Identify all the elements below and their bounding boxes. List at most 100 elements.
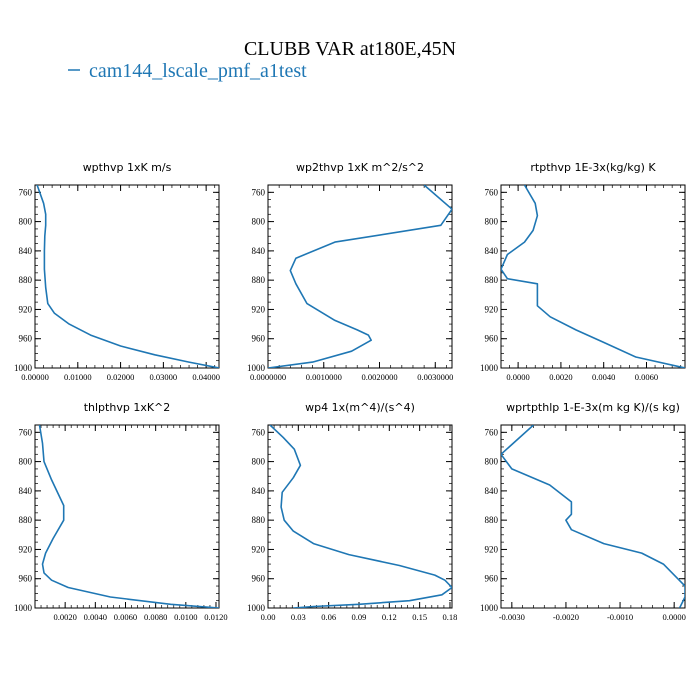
y-tick-label: 1000 [480,363,499,373]
y-tick-label: 920 [19,304,33,314]
x-tick-label: 0.09 [352,612,367,622]
subplot: wprtpthlp 1-E-3x(m kg K)/(s kg) -0.0030 -0… [480,401,686,622]
y-tick-label: 960 [19,574,33,584]
y-tick-label: 760 [252,427,266,437]
y-tick-label: 880 [19,515,33,525]
x-tick-label: 0.0020 [549,372,572,382]
y-tick-label: 800 [485,217,499,227]
y-tick-label: 880 [252,275,266,285]
y-tick-label: 880 [485,515,499,525]
y-tick-label: 920 [252,304,266,314]
series-line [269,425,452,608]
x-tick-label: 0.00 [261,612,276,622]
y-tick-label: 1000 [247,363,266,373]
x-tick-label: 0.0060 [635,372,658,382]
x-tick-label: 0.04000 [192,372,220,382]
x-tick-label: -0.0030 [499,612,525,622]
x-tick-label: 0.0040 [592,372,615,382]
x-tick-label: 0.02000 [107,372,135,382]
y-tick-label: 960 [252,574,266,584]
plot-frame [267,184,453,369]
x-tick-label: 0.0040 [84,612,107,622]
subplot: wp2thvp 1xK m^2/s^2 0.0000000 0.0010000 0.0… [247,161,453,382]
y-tick-label: 880 [19,275,33,285]
y-tick-label: 880 [485,275,499,285]
x-tick-label: 0.0120 [204,612,227,622]
x-tick-label: 0.03 [291,612,306,622]
plot-frame [34,424,220,609]
y-tick-label: 840 [252,486,266,496]
y-tick-label: 920 [19,544,33,554]
x-tick-label: 0.0020 [53,612,76,622]
subplot: wp4 1x(m^4)/(s^4) 0.00 0.03 0.06 0.09 0.12 0.1… [247,401,457,622]
x-tick-label: 0.06 [321,612,336,622]
y-tick-label: 800 [252,457,266,467]
series-line [36,185,219,368]
y-tick-label: 840 [252,246,266,256]
x-tick-label: 0.18 [443,612,458,622]
x-tick-label: -0.0020 [553,612,579,622]
y-tick-label: 920 [485,304,499,314]
x-tick-label: 0.03000 [150,372,178,382]
x-tick-label: 0.0060 [114,612,137,622]
series-line [501,185,685,368]
y-tick-label: 880 [252,515,266,525]
y-tick-label: 800 [19,217,33,227]
plot-frame [500,424,686,609]
x-tick-label: 0.0000000 [250,372,286,382]
y-tick-label: 840 [485,246,499,256]
y-tick-label: 760 [252,187,266,197]
x-tick-label: 0.0000 [506,372,529,382]
y-tick-label: 800 [485,457,499,467]
y-tick-label: 960 [485,334,499,344]
y-tick-label: 760 [485,427,499,437]
plot-frame [500,184,686,369]
y-tick-label: 760 [19,187,33,197]
figure-title: CLUBB VAR at180E,45N [244,38,456,60]
y-tick-label: 1000 [14,603,33,613]
plot-frame [34,184,220,369]
y-tick-label: 840 [19,486,33,496]
x-tick-label: 0.01000 [64,372,92,382]
subplot-title: wp2thvp 1xK m^2/s^2 [296,161,424,174]
x-tick-label: 0.0000 [662,612,685,622]
y-tick-label: 760 [19,427,33,437]
x-tick-label: -0.0010 [607,612,633,622]
subplot: rtpthvp 1E-3x(kg/kg) K 0.0000 0.0020 0.0040… [480,161,686,382]
subplot-title: wpthvp 1xK m/s [83,161,172,174]
subplot-title: rtpthvp 1E-3x(kg/kg) K [530,161,656,174]
x-tick-label: 0.12 [382,612,397,622]
subplot-title: wprtpthlp 1-E-3x(m kg K)/(s kg) [506,401,680,414]
y-tick-label: 800 [19,457,33,467]
y-tick-label: 960 [485,574,499,584]
y-tick-label: 840 [485,486,499,496]
legend-label: cam144_lscale_pmf_a1test [89,60,307,82]
y-tick-label: 1000 [480,603,499,613]
series-line [268,185,452,368]
x-tick-label: 0.0100 [174,612,197,622]
x-tick-label: 0.0020000 [361,372,397,382]
plot-frame [267,424,453,609]
y-tick-label: 1000 [247,603,266,613]
x-tick-label: 0.0010000 [306,372,342,382]
x-tick-label: 0.0030000 [417,372,453,382]
series-line [501,425,685,608]
y-tick-label: 920 [485,544,499,554]
y-tick-label: 960 [252,334,266,344]
subplot-grid: wpthvp 1xK m/s0.00000 0.01000 0.02000 0.030… [14,161,686,622]
x-tick-label: 0.00000 [21,372,49,382]
y-tick-label: 1000 [14,363,33,373]
subplot-title: thlpthvp 1xK^2 [84,401,171,414]
y-tick-label: 840 [19,246,33,256]
y-tick-label: 920 [252,544,266,554]
subplot: wpthvp 1xK m/s 0.00000 0.01000 0.02000 0.030… [14,161,220,382]
x-tick-label: 0.0080 [144,612,167,622]
legend: cam144_lscale_pmf_a1test [68,60,307,82]
series-line [38,425,219,608]
x-tick-label: 0.15 [412,612,427,622]
y-tick-label: 800 [252,217,266,227]
y-tick-label: 960 [19,334,33,344]
subplot-title: wp4 1x(m^4)/(s^4) [305,401,415,414]
y-tick-label: 760 [485,187,499,197]
